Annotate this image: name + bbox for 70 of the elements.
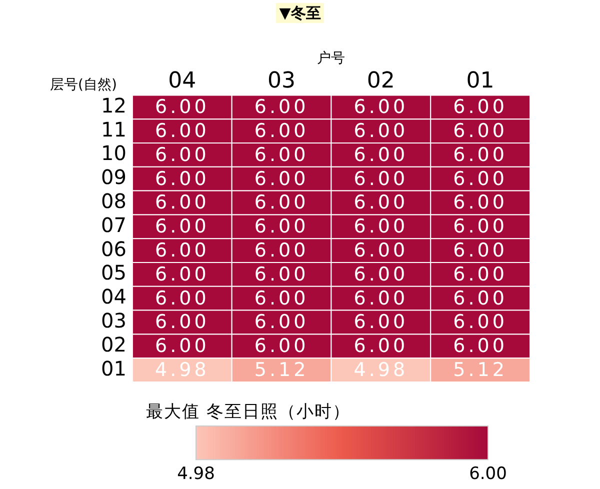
data-label: 6.00 bbox=[154, 192, 210, 214]
data-label: 6.00 bbox=[154, 96, 210, 118]
data-label: 6.00 bbox=[453, 335, 508, 358]
data-label: 6.00 bbox=[254, 144, 309, 166]
data-label: 6.00 bbox=[254, 120, 309, 142]
y-tick-label: 09 bbox=[100, 165, 126, 190]
x-tick-label: 01 bbox=[466, 68, 494, 94]
data-label: 6.00 bbox=[453, 168, 508, 190]
y-tick-label: 05 bbox=[100, 260, 126, 285]
color-bar-label: 6.00 bbox=[469, 464, 507, 484]
data-label: 6.00 bbox=[354, 144, 408, 166]
y-tick-label: 11 bbox=[100, 117, 126, 142]
data-label: 6.00 bbox=[453, 239, 508, 262]
data-label: 6.00 bbox=[453, 192, 508, 214]
data-label: 6.00 bbox=[354, 192, 408, 214]
data-label: 6.00 bbox=[154, 263, 210, 286]
data-label: 4.98 bbox=[154, 358, 210, 381]
data-label: 6.00 bbox=[354, 168, 408, 190]
x-axis-title: 户号 bbox=[317, 49, 346, 66]
data-label: 6.00 bbox=[254, 263, 309, 286]
x-tick-label: 02 bbox=[366, 68, 395, 94]
data-label: 6.00 bbox=[354, 311, 408, 334]
data-label: 6.00 bbox=[453, 144, 508, 166]
y-tick-label: 06 bbox=[100, 236, 126, 261]
x-tick-label: 04 bbox=[168, 68, 196, 94]
y-tick-label: 12 bbox=[100, 93, 126, 118]
color-bar-label: 4.98 bbox=[177, 464, 215, 484]
data-label: 4.98 bbox=[354, 358, 408, 381]
y-axis-title: 层号(自然) bbox=[50, 76, 117, 94]
data-label: 6.00 bbox=[453, 96, 508, 118]
data-label: 6.00 bbox=[354, 287, 408, 310]
data-label: 6.00 bbox=[154, 335, 210, 358]
data-label: 6.00 bbox=[354, 216, 408, 238]
data-label: 6.00 bbox=[154, 144, 210, 166]
data-label: 6.00 bbox=[254, 168, 309, 190]
data-label: 5.12 bbox=[254, 358, 309, 381]
data-label: 6.00 bbox=[154, 239, 210, 262]
y-tick-label: 04 bbox=[100, 284, 126, 309]
x-tick-label: 03 bbox=[268, 68, 296, 94]
data-label: 6.00 bbox=[354, 263, 408, 286]
data-label: 6.00 bbox=[453, 287, 508, 310]
data-label: 6.00 bbox=[154, 287, 210, 310]
data-label: 6.00 bbox=[354, 335, 408, 358]
data-label: 6.00 bbox=[254, 96, 309, 118]
data-label: 6.00 bbox=[254, 192, 309, 214]
data-label: 6.00 bbox=[154, 120, 210, 142]
y-tick-label: 02 bbox=[100, 332, 126, 356]
y-tick-label: 07 bbox=[100, 212, 126, 237]
data-label: 6.00 bbox=[254, 287, 309, 310]
data-label: 6.00 bbox=[354, 96, 408, 118]
data-label: 6.00 bbox=[254, 311, 309, 334]
data-label: 6.00 bbox=[453, 120, 508, 142]
data-label: 6.00 bbox=[254, 335, 309, 358]
data-label: 6.00 bbox=[354, 239, 408, 262]
data-label: 6.00 bbox=[354, 120, 408, 142]
data-label: 5.12 bbox=[453, 358, 508, 381]
data-label: 6.00 bbox=[254, 239, 309, 262]
chart-title: ▼冬至 bbox=[276, 3, 324, 23]
data-label: 6.00 bbox=[154, 216, 210, 238]
color-bar-title: 最大值 冬至日照（小时） bbox=[146, 401, 350, 423]
data-label: 6.00 bbox=[154, 168, 210, 190]
y-tick-label: 01 bbox=[100, 356, 126, 380]
data-label: 6.00 bbox=[453, 311, 508, 334]
data-label: 6.00 bbox=[154, 311, 210, 334]
y-tick-label: 10 bbox=[100, 141, 126, 166]
data-label: 6.00 bbox=[453, 263, 508, 286]
data-label: 6.00 bbox=[254, 216, 309, 238]
data-label: 6.00 bbox=[453, 216, 508, 238]
y-tick-label: 03 bbox=[100, 308, 126, 332]
y-tick-label: 08 bbox=[100, 188, 126, 213]
